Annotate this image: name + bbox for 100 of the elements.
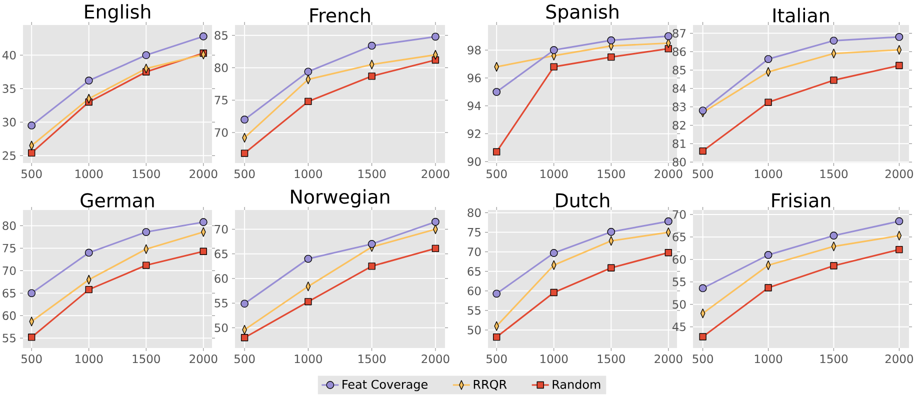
point xyxy=(698,284,707,292)
point xyxy=(607,228,616,236)
x-tick-label: 500 xyxy=(486,354,507,364)
legend-label: Random xyxy=(552,380,600,389)
x-tick-label: 1000 xyxy=(294,170,322,178)
point xyxy=(240,116,248,124)
y-tick-label: 84 xyxy=(672,84,686,93)
point xyxy=(607,36,616,44)
point xyxy=(368,42,376,50)
point xyxy=(830,76,838,84)
point xyxy=(492,290,501,298)
point xyxy=(550,288,558,296)
point xyxy=(664,32,672,40)
point xyxy=(368,240,376,248)
point xyxy=(550,63,558,70)
y-tick-label: 82 xyxy=(672,120,686,130)
chart-title: Spanish xyxy=(546,4,618,23)
point xyxy=(493,333,500,341)
y-tick-label: 55 xyxy=(2,334,16,342)
point xyxy=(895,33,904,41)
chart-title: Frisian xyxy=(772,192,830,208)
x-tick-label: 1500 xyxy=(132,170,160,178)
point xyxy=(550,46,558,54)
y-tick-label: 50 xyxy=(214,323,228,332)
point xyxy=(664,217,672,226)
x-tick-label: 500 xyxy=(234,170,255,178)
legend-label: Feat Coverage xyxy=(342,380,428,392)
y-tick-label: 70 xyxy=(214,224,228,234)
y-tick-label: 81 xyxy=(672,139,686,148)
x-tick-label: 2000 xyxy=(654,170,682,178)
x-tick-label: 1000 xyxy=(754,170,782,178)
point xyxy=(830,36,838,45)
point xyxy=(664,45,672,52)
point xyxy=(608,264,615,272)
x-tick-label: 500 xyxy=(22,354,42,364)
point xyxy=(432,244,440,252)
y-tick-label: 85 xyxy=(672,66,686,74)
x-tick-label: 1000 xyxy=(754,354,782,364)
y-tick-label: 80 xyxy=(468,208,481,218)
x-tick-label: 2000 xyxy=(422,354,450,364)
point xyxy=(240,334,248,342)
point xyxy=(895,217,904,226)
y-tick-label: 70 xyxy=(2,266,16,276)
point xyxy=(304,68,312,76)
point xyxy=(28,289,36,298)
y-tick-label: 80 xyxy=(2,221,16,230)
y-tick-label: 70 xyxy=(672,210,686,219)
y-tick-label: 70 xyxy=(214,128,228,137)
x-tick-label: 1500 xyxy=(132,354,160,364)
x-tick-label: 1000 xyxy=(540,170,568,178)
point xyxy=(699,333,706,340)
y-tick-label: 55 xyxy=(672,278,686,286)
point xyxy=(142,262,150,269)
x-tick-label: 500 xyxy=(22,170,42,178)
point xyxy=(493,148,500,156)
point xyxy=(304,98,312,106)
x-tick-label: 500 xyxy=(234,354,255,364)
y-tick-label: 50 xyxy=(468,326,481,334)
x-tick-label: 500 xyxy=(692,170,713,178)
point xyxy=(199,32,208,40)
point xyxy=(368,72,376,80)
point xyxy=(764,55,772,63)
y-tick-label: 65 xyxy=(468,267,480,276)
x-tick-label: 1000 xyxy=(76,354,103,364)
y-tick-label: 70 xyxy=(468,247,481,256)
point xyxy=(28,334,36,341)
y-tick-label: 30 xyxy=(2,118,16,126)
y-tick-label: 75 xyxy=(468,228,480,237)
point xyxy=(142,228,150,236)
point xyxy=(608,53,615,61)
y-tick-label: 50 xyxy=(672,300,686,309)
point xyxy=(432,218,440,226)
y-tick-label: 87 xyxy=(672,28,686,38)
y-tick-label: 60 xyxy=(2,311,16,320)
point xyxy=(664,249,672,256)
point xyxy=(84,76,93,85)
y-tick-label: 60 xyxy=(672,255,686,264)
x-tick-label: 1500 xyxy=(598,354,625,364)
x-tick-label: 2000 xyxy=(190,170,218,178)
point xyxy=(304,298,312,306)
y-tick-label: 75 xyxy=(2,244,16,252)
y-tick-label: 55 xyxy=(468,306,480,315)
y-tick-label: 80 xyxy=(214,63,228,72)
point xyxy=(142,51,150,60)
y-tick-label: 40 xyxy=(2,50,16,60)
y-tick-label: 92 xyxy=(468,129,480,138)
x-tick-label: 2000 xyxy=(885,170,914,178)
chart-title: Dutch xyxy=(556,192,610,208)
x-tick-label: 2000 xyxy=(422,170,450,178)
y-tick-label: 65 xyxy=(214,250,228,258)
point xyxy=(699,147,706,155)
y-tick-label: 80 xyxy=(672,158,686,166)
point xyxy=(200,248,207,255)
y-tick-label: 45 xyxy=(672,322,686,332)
point xyxy=(304,254,312,263)
point xyxy=(492,88,501,96)
point xyxy=(550,249,558,257)
point xyxy=(85,286,92,294)
y-tick-label: 25 xyxy=(2,151,16,160)
point xyxy=(764,284,772,292)
